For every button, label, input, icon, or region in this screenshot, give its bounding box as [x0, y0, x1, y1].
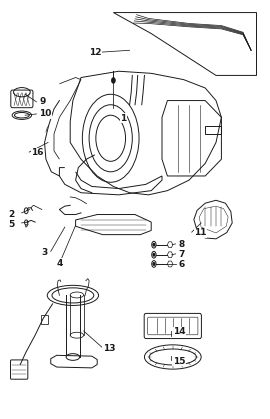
Circle shape	[153, 253, 155, 256]
Text: 2: 2	[8, 210, 14, 219]
Text: 14: 14	[173, 327, 185, 336]
Text: 1: 1	[120, 114, 126, 123]
Text: 13: 13	[103, 344, 115, 353]
Circle shape	[112, 78, 115, 83]
Text: 9: 9	[39, 97, 46, 106]
Text: 15: 15	[173, 357, 185, 366]
Text: 8: 8	[178, 240, 184, 249]
Circle shape	[153, 243, 155, 246]
Text: 7: 7	[178, 250, 185, 259]
Text: 6: 6	[178, 260, 184, 269]
Circle shape	[153, 263, 155, 265]
Text: 4: 4	[57, 259, 63, 268]
Text: 11: 11	[194, 228, 207, 238]
Text: 3: 3	[42, 248, 48, 257]
Text: 16: 16	[31, 148, 43, 158]
Text: 5: 5	[8, 220, 14, 229]
Text: 10: 10	[39, 109, 52, 119]
Text: 12: 12	[89, 48, 102, 57]
